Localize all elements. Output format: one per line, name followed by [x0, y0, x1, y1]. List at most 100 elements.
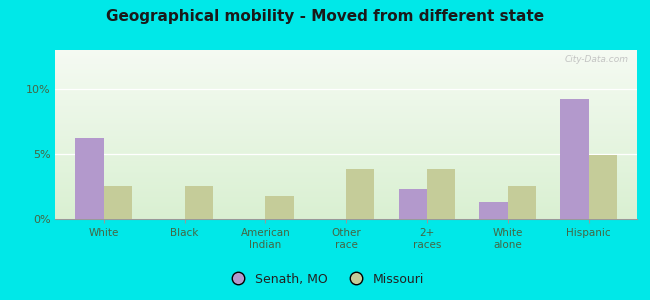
- Bar: [55, 195, 637, 196]
- Bar: [55, 137, 637, 138]
- Bar: [55, 190, 637, 191]
- Bar: [55, 96, 637, 97]
- Bar: [398, 189, 427, 219]
- Bar: [346, 169, 374, 219]
- Bar: [55, 90, 637, 91]
- Bar: [55, 108, 637, 109]
- Bar: [55, 193, 637, 194]
- Bar: [55, 199, 637, 200]
- Bar: [560, 99, 588, 219]
- Bar: [55, 149, 637, 150]
- Bar: [55, 143, 637, 144]
- Bar: [55, 69, 637, 70]
- Bar: [55, 99, 637, 100]
- Bar: [55, 91, 637, 92]
- Bar: [55, 106, 637, 107]
- Bar: [55, 141, 637, 142]
- Bar: [55, 76, 637, 77]
- Bar: [55, 128, 637, 129]
- Legend: Senath, MO, Missouri: Senath, MO, Missouri: [220, 268, 430, 291]
- Bar: [55, 117, 637, 118]
- Bar: [55, 170, 637, 171]
- Text: Geographical mobility - Moved from different state: Geographical mobility - Moved from diffe…: [106, 9, 544, 24]
- Bar: [55, 77, 637, 78]
- Bar: [55, 50, 637, 51]
- Bar: [55, 166, 637, 167]
- Bar: [508, 186, 536, 219]
- Bar: [55, 85, 637, 86]
- Bar: [55, 118, 637, 119]
- Bar: [55, 178, 637, 179]
- Bar: [55, 105, 637, 106]
- Bar: [55, 206, 637, 207]
- Bar: [55, 152, 637, 153]
- Bar: [55, 107, 637, 108]
- Bar: [55, 180, 637, 181]
- Bar: [55, 51, 637, 52]
- Bar: [55, 127, 637, 128]
- Bar: [55, 79, 637, 80]
- Bar: [55, 59, 637, 60]
- Bar: [55, 109, 637, 110]
- Bar: [55, 75, 637, 76]
- Bar: [55, 86, 637, 87]
- Bar: [55, 55, 637, 56]
- Bar: [55, 92, 637, 93]
- Bar: [55, 95, 637, 96]
- Bar: [55, 203, 637, 204]
- Bar: [55, 205, 637, 206]
- Bar: [55, 154, 637, 155]
- Bar: [55, 60, 637, 61]
- Bar: [55, 80, 637, 81]
- Bar: [55, 207, 637, 208]
- Bar: [55, 162, 637, 163]
- Bar: [265, 196, 294, 219]
- Bar: [55, 212, 637, 213]
- Bar: [55, 148, 637, 149]
- Bar: [55, 100, 637, 101]
- Bar: [55, 215, 637, 216]
- Bar: [55, 115, 637, 116]
- Bar: [55, 82, 637, 83]
- Bar: [55, 133, 637, 134]
- Bar: [55, 151, 637, 152]
- Bar: [55, 87, 637, 88]
- Bar: [55, 163, 637, 164]
- Bar: [55, 119, 637, 120]
- Bar: [55, 73, 637, 74]
- Bar: [55, 192, 637, 193]
- Bar: [55, 123, 637, 124]
- Bar: [55, 122, 637, 123]
- Bar: [55, 191, 637, 192]
- Bar: [55, 62, 637, 63]
- Bar: [55, 113, 637, 114]
- Bar: [55, 194, 637, 195]
- Bar: [55, 156, 637, 157]
- Bar: [55, 173, 637, 174]
- Bar: [55, 210, 637, 211]
- Bar: [55, 160, 637, 161]
- Bar: [55, 150, 637, 151]
- Bar: [55, 198, 637, 199]
- Bar: [55, 52, 637, 53]
- Bar: [55, 120, 637, 121]
- Bar: [55, 112, 637, 113]
- Bar: [55, 175, 637, 176]
- Bar: [185, 186, 213, 219]
- Bar: [55, 53, 637, 54]
- Bar: [55, 217, 637, 218]
- Bar: [55, 74, 637, 75]
- Bar: [55, 61, 637, 62]
- Bar: [55, 155, 637, 156]
- Bar: [55, 159, 637, 160]
- Bar: [55, 83, 637, 84]
- Bar: [55, 197, 637, 198]
- Bar: [55, 66, 637, 67]
- Bar: [55, 160, 637, 161]
- Bar: [55, 88, 637, 89]
- Bar: [55, 104, 637, 105]
- Bar: [55, 182, 637, 183]
- Bar: [55, 131, 637, 132]
- Bar: [55, 110, 637, 111]
- Bar: [55, 68, 637, 69]
